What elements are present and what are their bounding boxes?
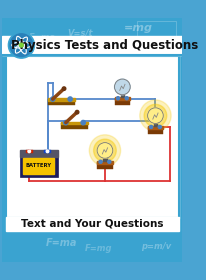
Circle shape — [50, 97, 55, 101]
Bar — [47, 98, 75, 101]
Circle shape — [114, 79, 130, 95]
Bar — [147, 127, 163, 134]
Bar — [137, 21, 176, 40]
Circle shape — [97, 143, 112, 158]
Circle shape — [157, 125, 161, 129]
Bar — [47, 99, 75, 105]
Text: F=ma: F=ma — [28, 33, 55, 42]
Circle shape — [10, 34, 33, 57]
Circle shape — [8, 32, 34, 58]
Text: p=m/v: p=m/v — [141, 242, 171, 251]
Bar — [6, 57, 178, 218]
Bar — [114, 97, 130, 100]
Bar — [44, 150, 51, 153]
Bar — [103, 157, 106, 161]
Bar — [120, 93, 124, 97]
Circle shape — [68, 97, 72, 101]
Circle shape — [125, 97, 128, 100]
Text: Text and Your Questions: Text and Your Questions — [21, 219, 162, 228]
Bar — [97, 162, 112, 169]
Circle shape — [98, 160, 102, 163]
Text: V=s/t: V=s/t — [67, 29, 92, 38]
Circle shape — [19, 43, 23, 47]
Circle shape — [139, 100, 170, 131]
Circle shape — [107, 160, 110, 163]
Bar — [2, 36, 181, 55]
Circle shape — [147, 108, 163, 123]
Text: F=mg: F=mg — [84, 244, 112, 253]
Circle shape — [149, 125, 152, 129]
Circle shape — [63, 120, 68, 125]
Bar — [6, 217, 178, 230]
Circle shape — [28, 150, 30, 153]
Circle shape — [89, 135, 120, 166]
Circle shape — [116, 97, 119, 100]
Circle shape — [62, 87, 66, 90]
Bar — [147, 126, 163, 129]
Bar — [114, 98, 130, 105]
Text: =mg: =mg — [124, 23, 152, 33]
Bar — [6, 57, 178, 218]
Bar — [20, 153, 58, 178]
Bar — [97, 161, 112, 164]
Circle shape — [93, 139, 116, 162]
Bar — [20, 150, 58, 157]
Text: F=ma: F=ma — [46, 238, 77, 248]
Bar — [23, 158, 54, 174]
Circle shape — [75, 110, 78, 114]
Bar — [26, 150, 33, 153]
Bar — [60, 122, 88, 124]
Circle shape — [143, 104, 166, 127]
Text: BATTERY: BATTERY — [26, 163, 52, 168]
Bar — [60, 123, 88, 129]
Text: Physics Tests and Questions: Physics Tests and Questions — [11, 39, 198, 52]
Circle shape — [81, 120, 85, 125]
Bar — [153, 122, 156, 126]
Circle shape — [46, 150, 49, 153]
